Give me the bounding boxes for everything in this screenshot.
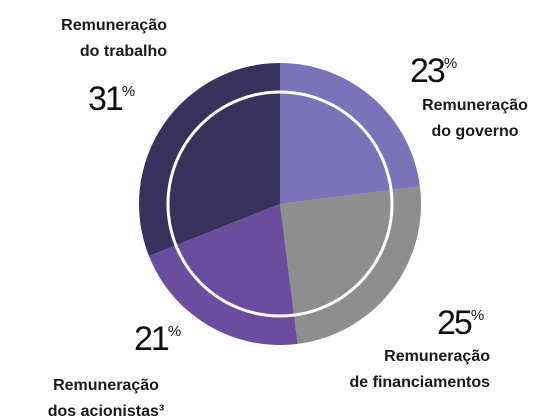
- value-label: 25%: [437, 304, 484, 342]
- category-label: do trabalho: [80, 43, 167, 60]
- value-number: 21: [134, 320, 169, 358]
- value-number: 25: [437, 304, 472, 342]
- pie-slice: [280, 186, 421, 344]
- value-number: 31: [88, 80, 123, 118]
- value-label: 23%: [410, 52, 457, 90]
- category-label: dos acionistas³: [48, 403, 164, 420]
- pie-slice: [280, 63, 420, 204]
- category-label: Remuneração: [422, 97, 528, 114]
- category-label: do governo: [431, 123, 518, 140]
- category-label: Remuneração: [61, 17, 167, 34]
- category-label: Remuneração: [384, 348, 490, 365]
- value-unit: %: [122, 83, 135, 100]
- category-label: de financiamentos: [350, 374, 491, 391]
- value-label: 21%: [134, 320, 181, 358]
- value-unit: %: [444, 55, 457, 72]
- pie-slice: [148, 204, 298, 345]
- value-unit: %: [168, 323, 181, 340]
- pie-slice: [139, 63, 280, 256]
- value-number: 23: [410, 52, 445, 90]
- inner-ring: [166, 90, 394, 318]
- value-label: 31%: [88, 80, 135, 118]
- category-label: Remuneração: [53, 377, 159, 394]
- value-unit: %: [471, 307, 484, 324]
